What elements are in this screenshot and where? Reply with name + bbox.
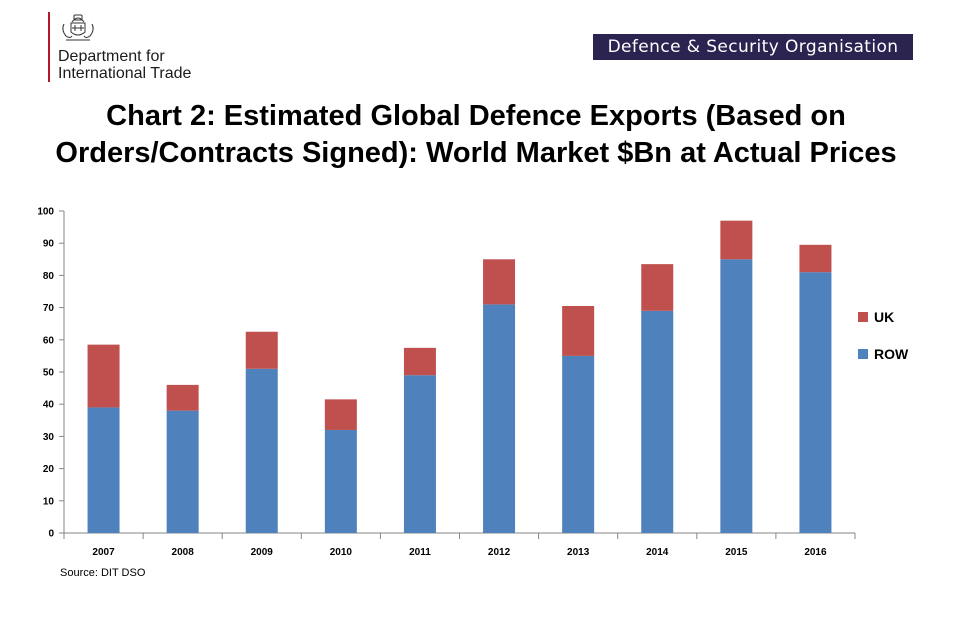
x-tick-label-2014: 2014: [646, 547, 669, 558]
x-tick-label-2009: 2009: [251, 547, 274, 558]
y-tick-label: 100: [37, 207, 54, 218]
royal-crest-icon: [62, 14, 94, 41]
x-tick-label-2015: 2015: [725, 547, 748, 558]
y-tick-label: 40: [43, 400, 55, 411]
bar-uk-2016: [799, 244, 832, 273]
bars: [87, 220, 832, 533]
header: Department for International Trade Defen…: [0, 0, 960, 95]
x-tick-label-2012: 2012: [488, 547, 511, 558]
x-tick-label-2016: 2016: [804, 547, 827, 558]
x-tick-label-2008: 2008: [172, 547, 195, 558]
dept-line-2: International Trade: [58, 65, 192, 82]
x-tick-label-2007: 2007: [92, 547, 115, 558]
y-tick-label: 80: [43, 271, 55, 282]
bar-uk-2015: [720, 220, 753, 260]
bar-row-2015: [720, 259, 753, 533]
bar-row-2016: [799, 272, 832, 533]
y-tick-label: 20: [43, 464, 55, 475]
x-tick-label-2011: 2011: [409, 547, 431, 558]
y-tick-label: 50: [43, 368, 55, 379]
bar-row-2014: [641, 310, 674, 533]
bar-uk-2012: [483, 259, 516, 305]
dso-banner: Defence & Security Organisation: [593, 34, 913, 60]
legend: UK ROW: [858, 309, 909, 362]
bar-row-2010: [324, 429, 357, 533]
bar-row-2013: [562, 355, 595, 533]
bar-row-2012: [483, 304, 516, 533]
legend-label-uk: UK: [874, 309, 894, 325]
legend-label-row: ROW: [874, 346, 909, 362]
dept-brand-bar: [48, 12, 50, 82]
bar-uk-2010: [324, 399, 357, 430]
bar-uk-2013: [562, 305, 595, 356]
y-axis: 0 10 20 30 40 50 60 70 80 90 100: [37, 207, 65, 540]
bar-row-2009: [245, 368, 278, 533]
dept-line-1: Department for: [58, 48, 165, 65]
y-tick-label: 90: [43, 239, 55, 250]
chart-title: Chart 2: Estimated Global Defence Export…: [55, 100, 897, 169]
y-tick-label: 0: [48, 529, 54, 540]
bar-uk-2009: [245, 331, 278, 369]
bar-uk-2014: [641, 264, 674, 311]
y-tick-label: 60: [43, 335, 55, 346]
x-tick-label-2013: 2013: [567, 547, 590, 558]
y-tick-label: 10: [43, 496, 55, 507]
bar-row-2007: [87, 407, 120, 533]
y-tick-label: 70: [43, 303, 55, 314]
bar-row-2011: [403, 375, 436, 533]
y-tick-label: 30: [43, 432, 55, 443]
bar-row-2008: [166, 410, 199, 533]
bar-uk-2007: [87, 344, 120, 408]
bar-uk-2011: [403, 347, 436, 376]
department-name: Department for International Trade: [58, 48, 191, 82]
x-tick-label-2010: 2010: [330, 547, 353, 558]
x-axis: 2007 2008 2009 2010 2011 2012 2013 2014 2015 2016: [63, 532, 856, 558]
source-note: Source: DIT DSO: [60, 567, 146, 579]
legend-swatch-row: [858, 349, 868, 359]
legend-swatch-uk: [858, 312, 868, 322]
bar-uk-2008: [166, 384, 199, 411]
